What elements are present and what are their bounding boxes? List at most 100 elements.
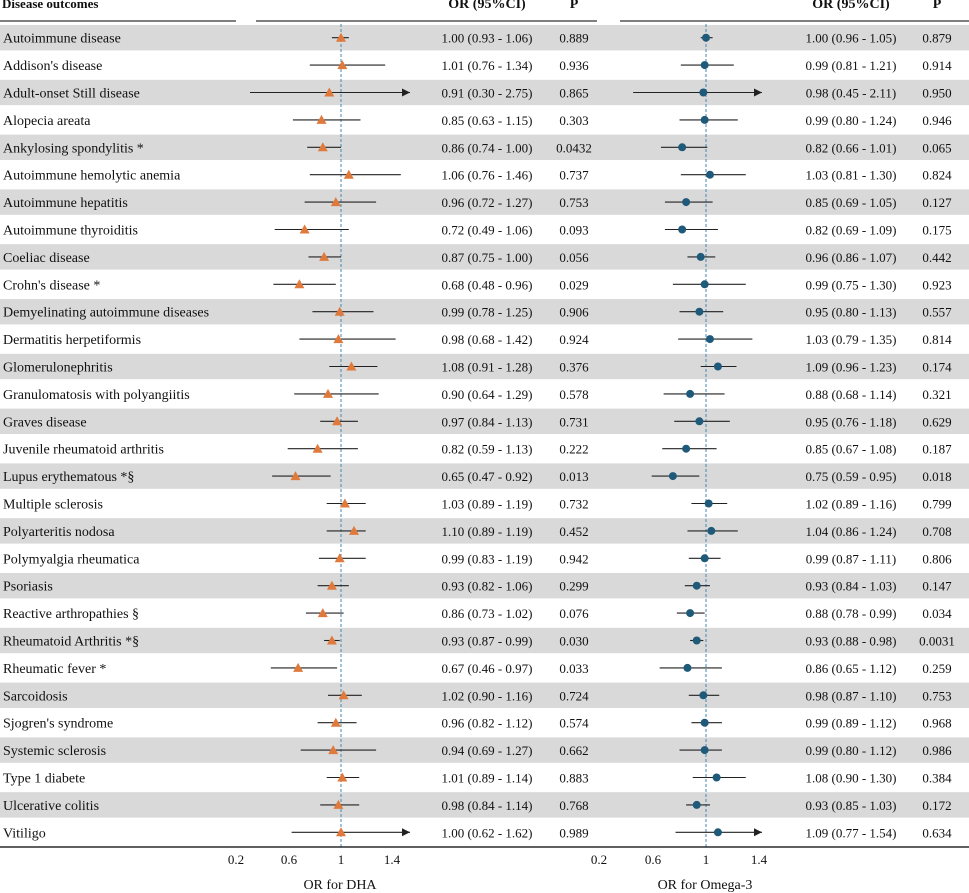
omega-point-estimate [695, 417, 704, 426]
omega-point-estimate [678, 225, 687, 234]
omega-point-estimate [705, 335, 714, 344]
dha-or-ci-text: 0.98 (0.68 - 1.42) [442, 332, 533, 347]
omega-tick-label: 1.4 [751, 852, 768, 867]
x-axis-label-dha: OR for DHA [303, 878, 377, 893]
row-stripe [0, 792, 969, 818]
omega-or-ci-text: 0.85 (0.67 - 1.08) [806, 442, 897, 457]
dha-point-estimate [333, 799, 344, 809]
disease-label: Rheumatoid Arthritis *§ [3, 635, 139, 650]
omega-tick-label: 1 [703, 852, 710, 867]
dha-point-estimate [326, 580, 337, 590]
omega-or-ci-text: 0.98 (0.45 - 2.11) [806, 86, 897, 101]
omega-or-ci-text: 0.95 (0.80 - 1.13) [806, 305, 897, 320]
omega-or-ci-text: 1.03 (0.81 - 1.30) [806, 168, 897, 183]
x-axes: OR for DHA OR for Omega-3 0.2 0.6 1 1.4 0.2 0… [0, 846, 969, 893]
omega-or-ci-text: 0.99 (0.80 - 1.24) [806, 113, 897, 128]
dha-or-ci-text: 0.96 (0.82 - 1.12) [442, 716, 533, 731]
row-stripe [0, 408, 969, 434]
table-row: Sjogren's syndrome 0.96 (0.82 - 1.12) 0.57… [3, 716, 952, 732]
dha-or-ci-text: 0.87 (0.75 - 1.00) [442, 250, 533, 265]
omega-p-value: 0.914 [922, 58, 952, 73]
omega-p-value: 0.950 [922, 86, 951, 101]
omega-ci-arrow [754, 828, 762, 837]
table-row: Granulomatosis with polyangiitis 0.90 (0.… [3, 387, 952, 403]
omega-p-value: 0.968 [922, 716, 951, 731]
dha-tick-label: 0.2 [228, 852, 244, 867]
omega-p-value: 0.879 [922, 31, 951, 46]
dha-or-ci-text: 0.86 (0.73 - 1.02) [442, 606, 533, 621]
omega-point-estimate [705, 170, 714, 179]
dha-point-estimate [339, 498, 350, 508]
omega-or-ci-text: 0.93 (0.84 - 1.03) [806, 579, 897, 594]
dha-or-ci-text: 1.00 (0.62 - 1.62) [442, 825, 533, 840]
dha-p-value: 0.883 [559, 771, 588, 786]
omega-p-value: 0.065 [922, 140, 951, 155]
table-row: Alopecia areata 0.85 (0.63 - 1.15) 0.303 0.… [3, 113, 952, 129]
omega-or-ci-text: 0.98 (0.87 - 1.10) [806, 688, 897, 703]
row-stripe [0, 189, 969, 215]
or-column-header-dha: OR (95%CI) [448, 0, 526, 12]
dha-tick-label: 1 [338, 852, 345, 867]
dha-point-estimate [334, 553, 345, 563]
dha-p-value: 0.865 [559, 86, 588, 101]
omega-point-estimate [700, 554, 709, 563]
dha-point-estimate [336, 32, 346, 42]
dha-point-estimate [326, 635, 337, 645]
dha-or-ci-text: 0.99 (0.83 - 1.19) [442, 551, 533, 566]
omega-or-ci-text: 1.00 (0.96 - 1.05) [806, 31, 897, 46]
disease-label: Sarcoidosis [3, 689, 68, 704]
dha-point-estimate [328, 745, 339, 755]
omega-or-ci-text: 0.93 (0.85 - 1.03) [806, 798, 897, 813]
table-row: Juvenile rheumatoid arthritis 0.82 (0.59 … [3, 442, 952, 458]
omega-or-ci-text: 1.02 (0.89 - 1.16) [806, 497, 897, 512]
dha-or-ci-text: 1.01 (0.76 - 1.34) [442, 58, 533, 73]
reference-lines [340, 24, 707, 847]
disease-label: Psoriasis [3, 580, 53, 595]
dha-p-value: 0.737 [559, 168, 589, 183]
disease-label: Dermatitis herpetiformis [3, 333, 141, 348]
table-row: Reactive arthropathies § 0.86 (0.73 - 1.0… [3, 606, 952, 622]
row-stripe [0, 682, 969, 708]
omega-p-value: 0.824 [922, 168, 952, 183]
dha-point-estimate [312, 443, 323, 453]
dha-or-ci-text: 1.03 (0.89 - 1.19) [442, 497, 533, 512]
disease-label: Demyelinating autoimmune diseases [3, 306, 209, 321]
omega-point-estimate [713, 362, 722, 371]
omega-or-ci-text: 0.75 (0.59 - 0.95) [806, 469, 897, 484]
omega-point-estimate [699, 88, 708, 97]
omega-point-estimate [686, 609, 695, 618]
omega-p-value: 0.187 [922, 442, 952, 457]
row-stripe [0, 573, 969, 599]
dha-or-ci-text: 1.08 (0.91 - 1.28) [442, 360, 533, 375]
omega-point-estimate [668, 472, 677, 481]
dha-p-value: 0.989 [559, 825, 588, 840]
dha-p-value: 0.452 [559, 524, 588, 539]
row-stripe [0, 518, 969, 544]
disease-label: Sjogren's syndrome [3, 717, 113, 732]
dha-point-estimate [337, 60, 348, 70]
dha-or-ci-text: 0.67 (0.46 - 0.97) [442, 661, 533, 676]
omega-or-ci-text: 0.99 (0.87 - 1.11) [806, 551, 897, 566]
dha-or-ci-text: 0.98 (0.84 - 1.14) [442, 798, 533, 813]
dha-or-ci-text: 0.93 (0.82 - 1.06) [442, 579, 533, 594]
omega-p-value: 0.753 [922, 688, 951, 703]
dha-point-estimate [337, 772, 348, 782]
omega-p-value: 0.708 [922, 524, 951, 539]
dha-or-ci-text: 0.82 (0.59 - 1.13) [442, 442, 533, 457]
row-stripes [0, 25, 969, 818]
omega-point-estimate [678, 143, 687, 152]
omega-point-estimate [700, 718, 709, 727]
disease-label: Autoimmune thyroiditis [3, 224, 138, 239]
dha-p-value: 0.376 [559, 360, 589, 375]
table-row: Graves disease 0.97 (0.84 - 1.13) 0.731 0.9… [3, 414, 952, 430]
omega-p-value: 0.799 [922, 497, 951, 512]
dha-point-estimate [346, 361, 357, 371]
omega-point-estimate [692, 581, 701, 590]
dha-point-estimate [332, 416, 343, 426]
disease-label: Polymyalgia rheumatica [3, 552, 140, 567]
dha-or-ci-text: 1.00 (0.93 - 1.06) [442, 31, 533, 46]
row-stripe [0, 79, 969, 106]
row-stripe [0, 134, 969, 160]
omega-p-value: 0.629 [922, 414, 951, 429]
omega-or-ci-text: 1.09 (0.96 - 1.23) [806, 360, 897, 375]
